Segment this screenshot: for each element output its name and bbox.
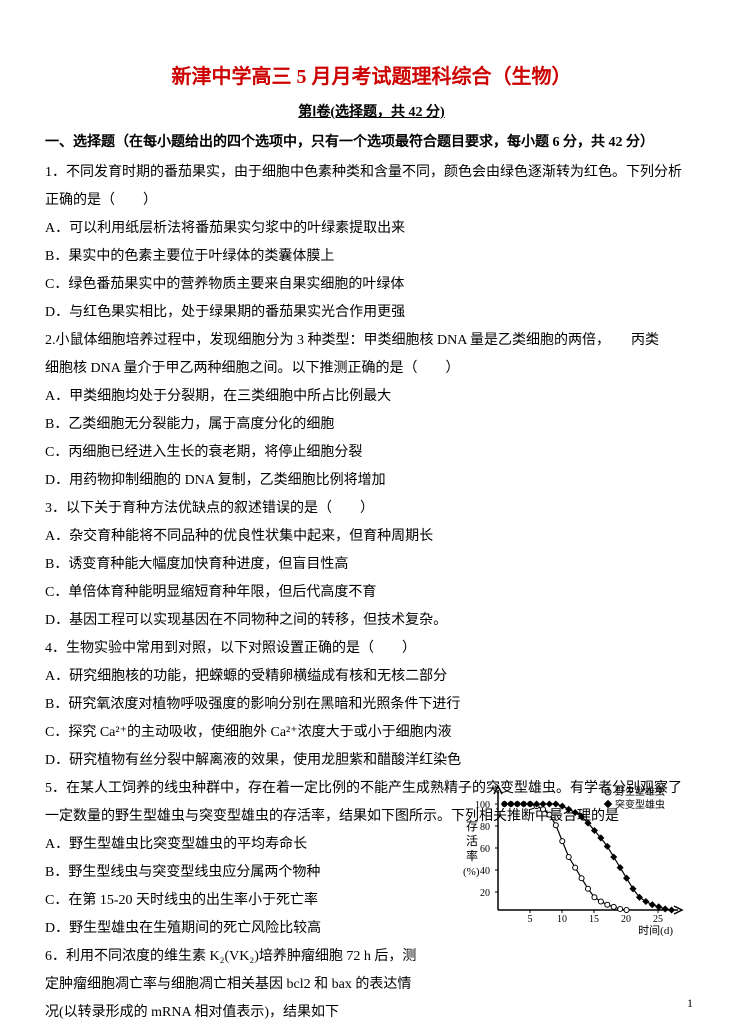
chart-ylabel-1: 存 [466,819,478,833]
text-line: C．丙细胞已经进入生长的衰老期，将停止细胞分裂 [45,439,698,467]
survival-chart: 100 80 60 40 20 5 10 15 20 25 时间(d) 存 [458,780,688,940]
ytick-label: 60 [480,844,490,855]
section-header: 一、选择题（在每小题给出的四个选项中，只有一个选项最符合题目要求，每小题 6 分… [45,131,698,151]
text-line: D．基因工程可以实现基因在不同物种之间的转移，但技术复杂。 [45,607,698,635]
text-line: 6．利用不同浓度的维生素 K₂(VK₂)培养肿瘤细胞 72 h 后，测 [45,943,698,971]
chart-ylabel-2: 活 [466,834,478,848]
text-line: B．研究氧浓度对植物呼吸强度的影响分别在黑暗和光照条件下进行 [45,691,698,719]
chart-xlabel: 时间(d) [638,924,673,937]
text-line: 细胞核 DNA 量介于甲乙两种细胞之间。以下推测正确的是（ ） [45,355,698,383]
chart-svg: 100 80 60 40 20 5 10 15 20 25 时间(d) 存 [458,780,688,940]
ytick-label: 40 [480,866,490,877]
text-line: D．与红色果实相比，处于绿果期的番茄果实光合作用更强 [45,299,698,327]
text-line: A．研究细胞核的功能，把蝾螈的受精卵横缢成有核和无核二部分 [45,663,698,691]
text-line: C．绿色番茄果实中的营养物质主要来自果实细胞的叶绿体 [45,271,698,299]
text-line: 正确的是（ ） [45,187,698,215]
chart-ylabel-4: (%) [463,866,480,878]
xtick-label: 5 [528,914,533,925]
text-line: D．研究植物有丝分裂中解离液的效果，使用龙胆紫和醋酸洋红染色 [45,747,698,775]
xtick-label: 25 [653,914,663,925]
chart-ylabel-3: 率 [466,848,478,863]
text-line: 定肿瘤细胞凋亡率与细胞凋亡相关基因 bcl2 和 bax 的表达情 [45,971,698,999]
text-line: C．探究 Ca²⁺的主动吸收，使细胞外 Ca²⁺浓度大于或小于细胞内液 [45,719,698,747]
text-line: B．果实中的色素主要位于叶绿体的类囊体膜上 [45,243,698,271]
subtitle-text: 第Ⅰ卷(选择题，共 42 分) [298,105,444,120]
xtick-label: 15 [589,914,599,925]
text-line: C．单倍体育种能明显缩短育种年限，但后代高度不育 [45,579,698,607]
title-text: 新津中学高三 5 月月考试题理科综合（生物） [172,66,572,88]
legend-item: 突变型雄虫 [615,798,665,811]
ytick-label: 100 [475,800,490,811]
section-header-text: 一、选择题（在每小题给出的四个选项中，只有一个选项最符合题目要求，每小题 6 分… [45,135,654,150]
text-line: 况(以转录形成的 mRNA 相对值表示)，结果如下 [45,999,698,1027]
exam-subtitle: 第Ⅰ卷(选择题，共 42 分) [45,101,698,121]
xtick-label: 10 [557,914,567,925]
text-line: 4．生物实验中常用到对照，以下对照设置正确的是（ ） [45,635,698,663]
text-line: B．诱变育种能大幅度加快育种进度，但盲目性高 [45,551,698,579]
text-line: B．乙类细胞无分裂能力，属于高度分化的细胞 [45,411,698,439]
ytick-label: 20 [480,888,490,899]
legend-item: 野生型雄虫 [615,785,665,798]
page-number-text: 1 [687,996,693,1010]
page-number: 1 [687,996,693,1011]
exam-title: 新津中学高三 5 月月考试题理科综合（生物） [45,60,698,89]
text-line: 3．以下关于育种方法优缺点的叙述错误的是（ ） [45,495,698,523]
ytick-label: 80 [480,822,490,833]
text-line: 2.小鼠体细胞培养过程中，发现细胞分为 3 种类型：甲类细胞核 DNA 量是乙类… [45,327,698,355]
text-line: D．用药物抑制细胞的 DNA 复制，乙类细胞比例将增加 [45,467,698,495]
text-line: 1．不同发育时期的番茄果实，由于细胞中色素种类和含量不同，颜色会由绿色逐渐转为红… [45,159,698,187]
text-line: A．可以利用纸层析法将番茄果实匀浆中的叶绿素提取出来 [45,215,698,243]
xtick-label: 20 [621,914,631,925]
text-line: A．杂交育种能将不同品种的优良性状集中起来，但育种周期长 [45,523,698,551]
text-line: A．甲类细胞均处于分裂期，在三类细胞中所占比例最大 [45,383,698,411]
